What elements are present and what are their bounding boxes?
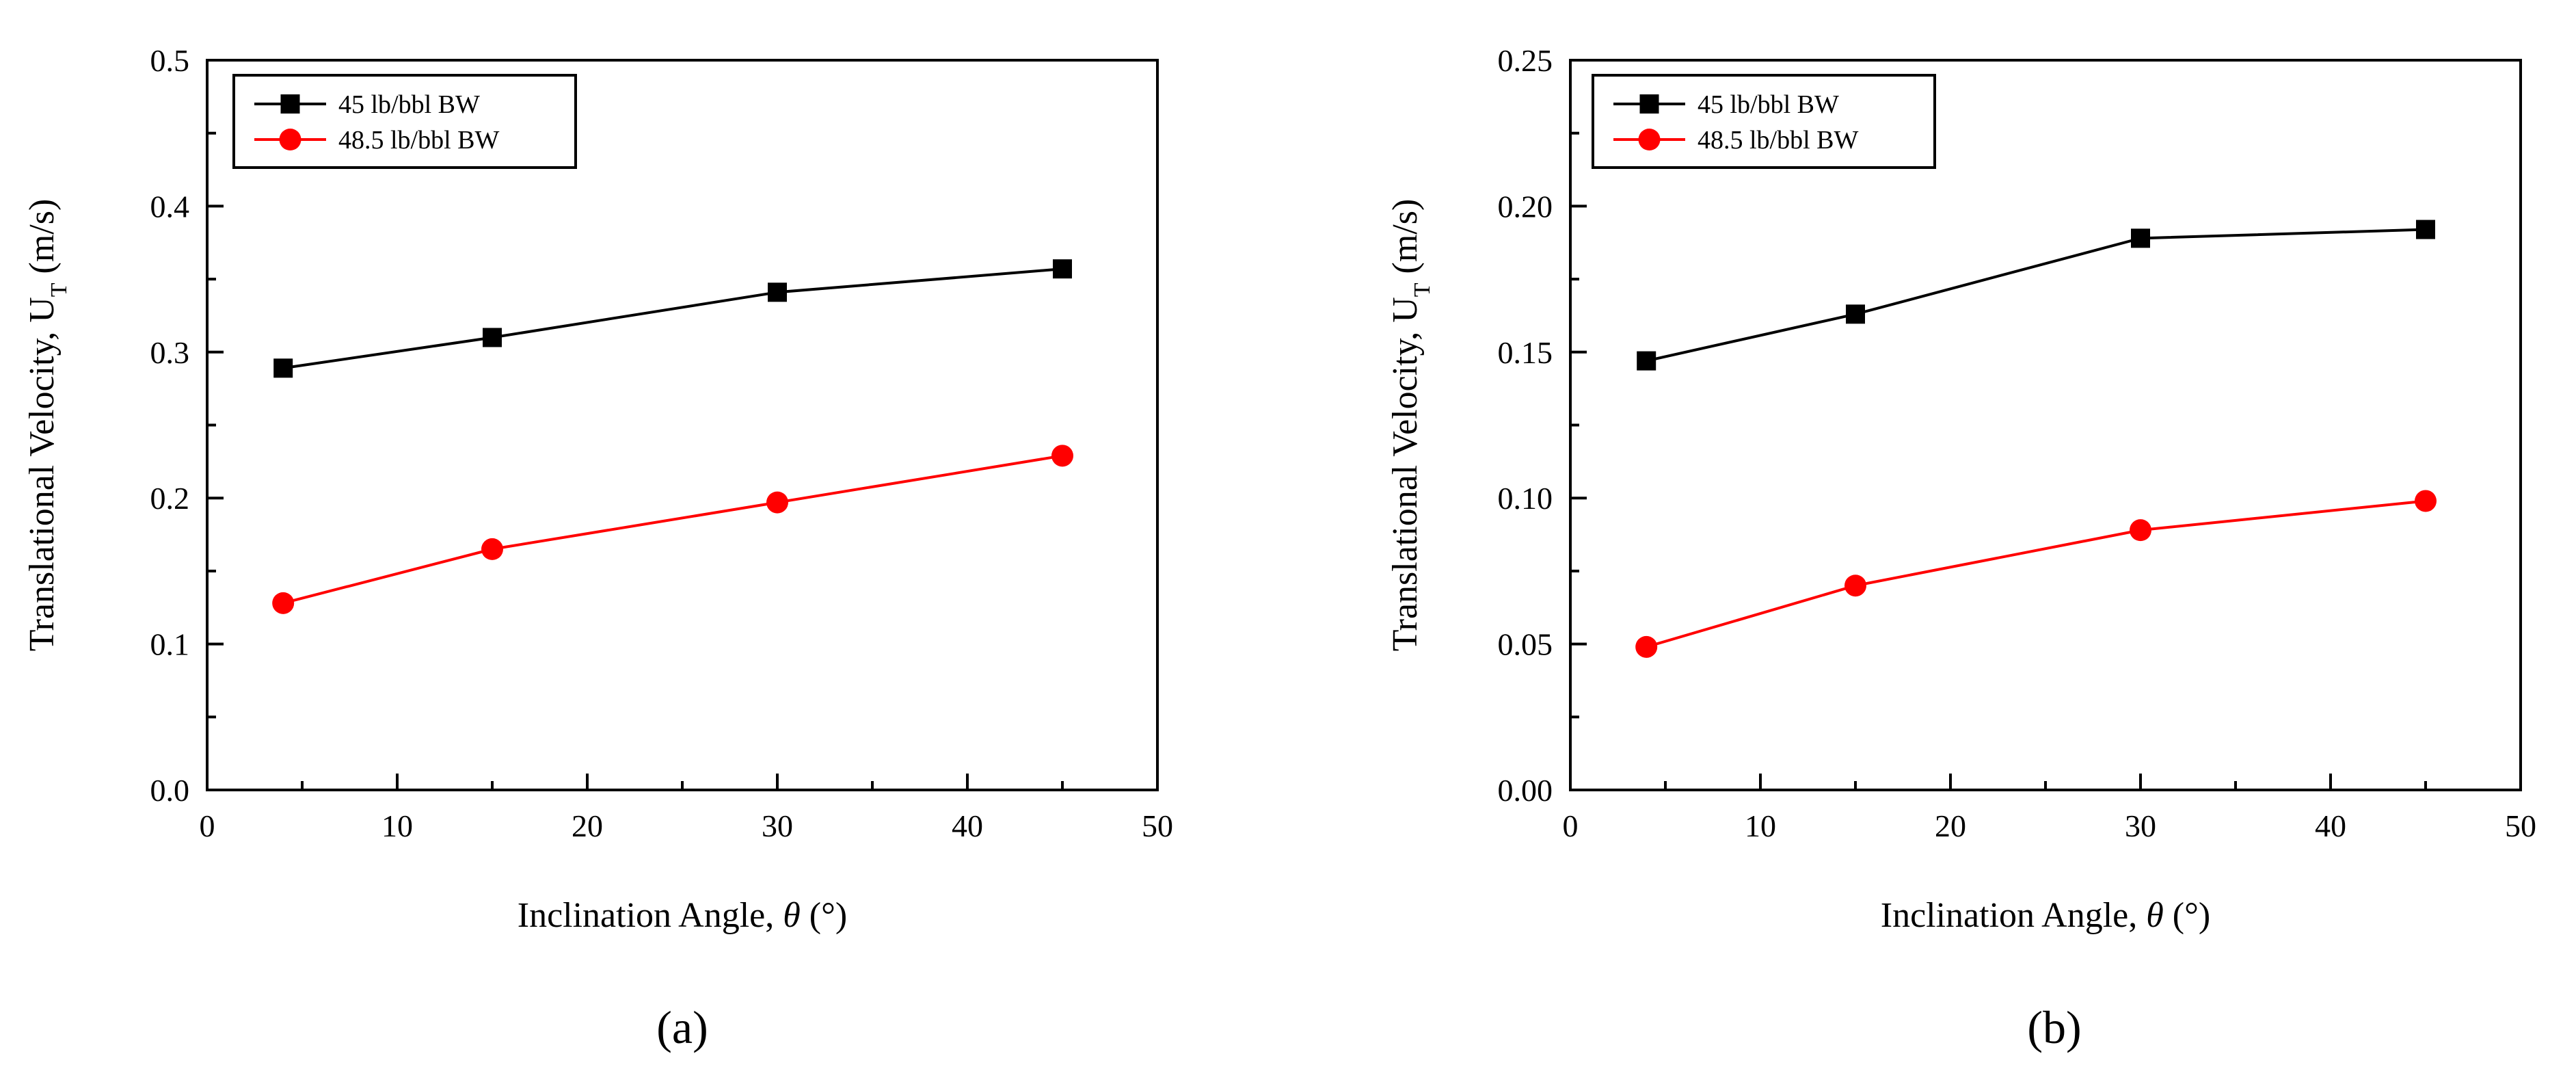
x-tick-label: 20: [1935, 808, 1966, 843]
chart-panel-a: 0 10 20 30 40 50 0.0 0.1 0.2 0.3 0.4 0.5 Inclination…: [23, 43, 1173, 1053]
x-tick-label: 40: [952, 808, 983, 843]
y-tick-label: 0.4: [150, 189, 190, 224]
x-tick-label: 30: [762, 808, 793, 843]
y-axis-title-subscript: T: [46, 282, 72, 297]
y-axis-title: Translational Velocity, UT (m/s): [1386, 199, 1435, 652]
x-tick-label: 10: [1745, 808, 1776, 843]
x-tick-label: 20: [572, 808, 603, 843]
x-tick-label: 40: [2315, 808, 2346, 843]
y-tick-label: 0.3: [150, 335, 190, 370]
legend-label: 45 lb/bbl BW: [1698, 90, 1839, 119]
x-tick-label: 0: [200, 808, 215, 843]
data-point-square: [768, 282, 787, 302]
x-axis-title: Inclination Angle, θ (°): [1881, 896, 2210, 935]
y-tick-label: 0.05: [1498, 627, 1553, 662]
series-line-1: [282, 267, 1063, 370]
data-point-square: [1846, 304, 1865, 324]
series-line-1: [1646, 228, 2426, 362]
data-point-square: [273, 358, 293, 378]
y-tick-label: 0.2: [150, 481, 190, 516]
data-point-circle: [1635, 635, 1658, 658]
x-tick-label: 50: [2505, 808, 2536, 843]
data-point-circle: [272, 592, 295, 614]
y-tick-label: 0.10: [1498, 481, 1553, 516]
y-axis-title-text: Translational Velocity, U: [1386, 297, 1425, 651]
x-tick-label: 10: [381, 808, 413, 843]
y-tick-label: 0.15: [1498, 335, 1553, 370]
x-axis-title-unit: (°): [801, 896, 847, 935]
x-axis-title-text: Inclination Angle,: [518, 896, 783, 935]
data-point-circle: [2415, 490, 2437, 512]
legend-marker-square: [280, 94, 300, 114]
plot-frame: [1569, 59, 2522, 791]
series-line-2: [1646, 499, 2426, 648]
data-point-circle: [2130, 519, 2151, 542]
data-point-circle: [481, 538, 503, 560]
x-axis-title-symbol: θ: [2146, 896, 2164, 935]
y-tick-label: 0.0: [150, 773, 190, 808]
legend-box: [1592, 74, 1936, 169]
y-axis-title-unit: (m/s): [23, 199, 62, 283]
x-axis-title: Inclination Angle, θ (°): [518, 896, 847, 935]
y-tick-label: 0.00: [1498, 773, 1553, 808]
x-axis-title-unit: (°): [2164, 896, 2210, 935]
data-point-square: [2416, 220, 2435, 239]
y-tick-label: 0.20: [1498, 189, 1553, 224]
y-tick-label: 0.25: [1498, 43, 1553, 78]
panel-label: (b): [2027, 1001, 2081, 1053]
data-point-circle: [1051, 445, 1073, 467]
legend-label: 45 lb/bbl BW: [338, 90, 480, 119]
data-point-square: [483, 328, 502, 347]
x-axis-title-symbol: θ: [783, 896, 801, 935]
legend-box: [232, 74, 577, 169]
panel-label: (a): [656, 1001, 708, 1053]
legend-label: 48.5 lb/bbl BW: [338, 126, 500, 155]
y-axis-title-subscript: T: [1410, 282, 1435, 297]
y-axis-title-unit: (m/s): [1386, 199, 1425, 283]
x-tick-label: 30: [2125, 808, 2156, 843]
y-axis-title: Translational Velocity, UT (m/s): [23, 199, 72, 652]
x-tick-label: 0: [1563, 808, 1579, 843]
data-point-square: [1637, 351, 1656, 371]
data-point-square: [2131, 228, 2150, 248]
legend-marker-circle: [279, 129, 301, 150]
data-point-square: [1053, 259, 1072, 279]
legend-marker-square: [1639, 94, 1659, 114]
chart-panel-b: 0 10 20 30 40 50 0.00 0.05 0.10 0.15 0.20 0.25 Incli…: [1386, 43, 2536, 1053]
legend-marker-circle: [1638, 129, 1661, 150]
x-axis-title-text: Inclination Angle,: [1881, 896, 2146, 935]
y-tick-label: 0.1: [150, 627, 190, 662]
legend-label: 48.5 lb/bbl BW: [1698, 126, 1859, 155]
y-axis-title-text: Translational Velocity, U: [23, 297, 62, 651]
data-point-circle: [766, 491, 788, 514]
y-tick-label: 0.5: [150, 43, 190, 78]
x-tick-label: 50: [1142, 808, 1173, 843]
series-line-2: [282, 454, 1063, 605]
plot-frame: [206, 59, 1159, 791]
data-point-circle: [1844, 575, 1866, 597]
